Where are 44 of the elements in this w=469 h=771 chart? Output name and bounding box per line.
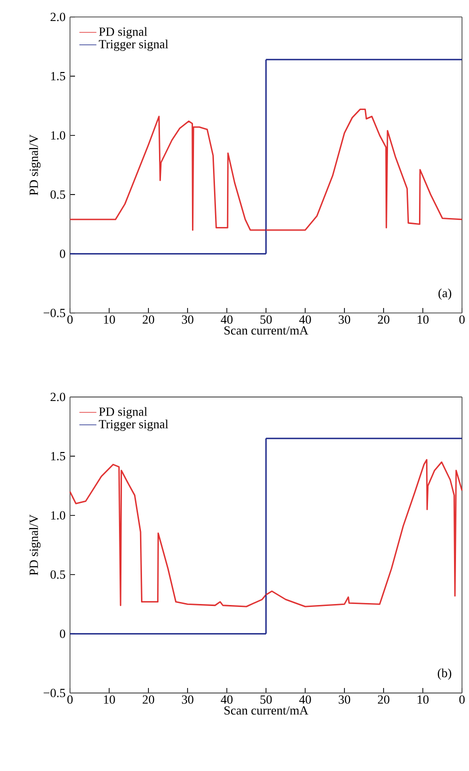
- y-axis-title: PD signal/V: [29, 134, 40, 196]
- legend-label: PD signal: [98, 27, 148, 38]
- x-axis-title: Scan current/mA: [224, 326, 308, 335]
- y-tick-label: 0.5: [50, 190, 66, 199]
- x-axis-title: Scan current/mA: [224, 706, 308, 715]
- y-axis-title: PD signal/V: [29, 514, 40, 576]
- x-tick-label: 40: [220, 315, 232, 324]
- y-tick-label: −0.5: [44, 308, 66, 318]
- x-tick-label: 0: [67, 695, 73, 704]
- x-tick-label: 20: [142, 695, 154, 704]
- x-tick-label: 30: [338, 315, 350, 324]
- x-tick-label: 0: [459, 695, 465, 704]
- y-tick-label: 1.0: [51, 131, 66, 140]
- x-tick-label: 50: [260, 695, 272, 704]
- x-tick-label: 10: [104, 315, 115, 324]
- x-tick-label: 10: [104, 695, 115, 704]
- x-tick-label: 20: [142, 315, 154, 324]
- x-tick-label: 0: [459, 315, 465, 324]
- x-tick-label: 30: [182, 315, 194, 324]
- x-tick-label: 10: [418, 695, 428, 704]
- x-tick-label: 40: [299, 315, 311, 324]
- annotation: (a): [438, 288, 452, 300]
- y-tick-label: 0: [60, 250, 66, 258]
- x-tick-label: 30: [182, 695, 194, 704]
- legend-label: PD signal: [98, 407, 148, 418]
- x-tick-label: 20: [378, 695, 390, 704]
- annotation: (b): [438, 668, 452, 680]
- legend-label: Trigger signal: [98, 40, 168, 51]
- y-tick-label: 1.5: [51, 72, 66, 80]
- x-tick-label: 40: [299, 695, 311, 704]
- x-tick-label: 40: [220, 695, 232, 704]
- y-tick-label: 2.0: [50, 392, 66, 402]
- y-tick-label: 0: [60, 630, 66, 638]
- y-tick-label: 1.5: [51, 452, 66, 460]
- y-tick-label: 1.0: [51, 511, 66, 520]
- x-tick-label: 20: [378, 315, 390, 324]
- y-tick-label: 2.0: [50, 12, 66, 22]
- y-tick-label: −0.5: [44, 688, 66, 698]
- y-tick-label: 0.5: [50, 570, 66, 579]
- x-tick-label: 0: [67, 315, 73, 324]
- x-tick-label: 30: [338, 695, 350, 704]
- x-tick-label: 10: [418, 315, 428, 324]
- x-tick-label: 50: [260, 315, 272, 324]
- legend-label: Trigger signal: [98, 420, 168, 431]
